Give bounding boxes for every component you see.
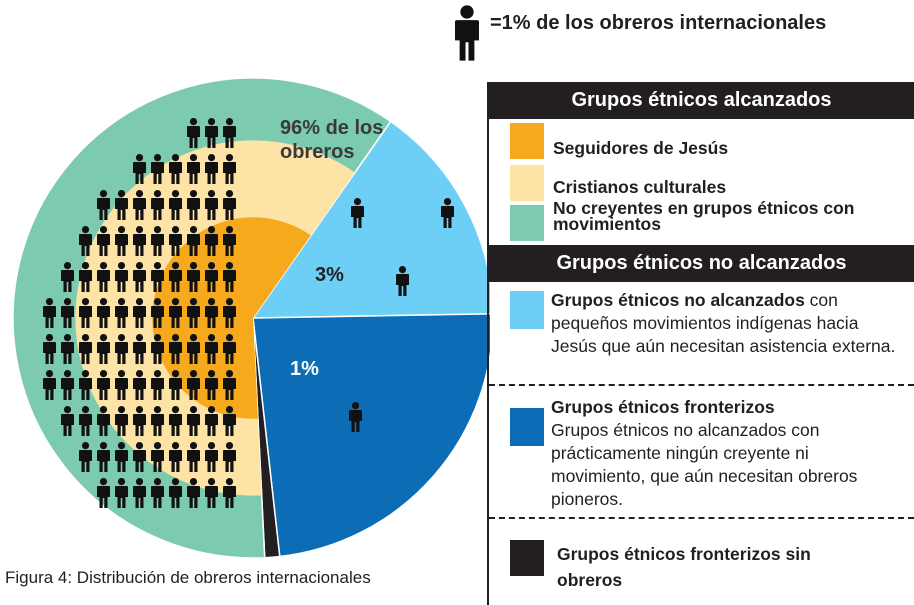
separator xyxy=(489,517,914,519)
divider xyxy=(487,82,489,605)
legend-text: No creyentes en grupos étnicos con movim… xyxy=(553,198,855,234)
legend-swatch xyxy=(510,165,544,201)
legend-header: Grupos étnicos alcanzados xyxy=(489,82,914,119)
person-icon xyxy=(455,4,479,62)
legend-swatch xyxy=(510,291,544,329)
legend-swatch xyxy=(510,205,544,241)
legend-text: Grupos étnicos fronterizos sin obreros xyxy=(557,544,811,590)
legend-text: Cristianos culturales xyxy=(553,177,727,197)
separator xyxy=(489,384,914,386)
legend-bold: Grupos étnicos fronterizos xyxy=(551,397,775,417)
pie-slice xyxy=(252,313,490,558)
pie-slice xyxy=(251,120,490,319)
legend-swatch xyxy=(510,123,544,159)
legend-bold: Grupos étnicos no alcanzados xyxy=(551,290,805,310)
legend-rest: con pequeños movimientos indígenas hacia… xyxy=(551,290,896,356)
legend-text: Grupos étnicos fronterizos Grupos étnicos… xyxy=(551,396,896,511)
header-note: =1% de los obreros internacionales xyxy=(490,12,827,34)
legend-swatch xyxy=(510,408,544,446)
legend-text: Grupos étnicos no alcanzados con pequeño… xyxy=(551,289,896,358)
worker-label: 96% de los obreros xyxy=(280,117,384,163)
chart xyxy=(12,77,490,559)
legend-rest: Grupos étnicos no alcanzados con práctic… xyxy=(551,420,858,509)
caption: Figura 4: Distribución de obreros intern… xyxy=(5,568,371,587)
worker-label: 1% xyxy=(290,358,319,380)
legend-header: Grupos étnicos no alcanzados xyxy=(489,245,914,282)
worker-label: 3% xyxy=(315,264,344,286)
legend-swatch xyxy=(510,540,544,576)
legend-text: Seguidores de Jesús xyxy=(553,138,729,158)
